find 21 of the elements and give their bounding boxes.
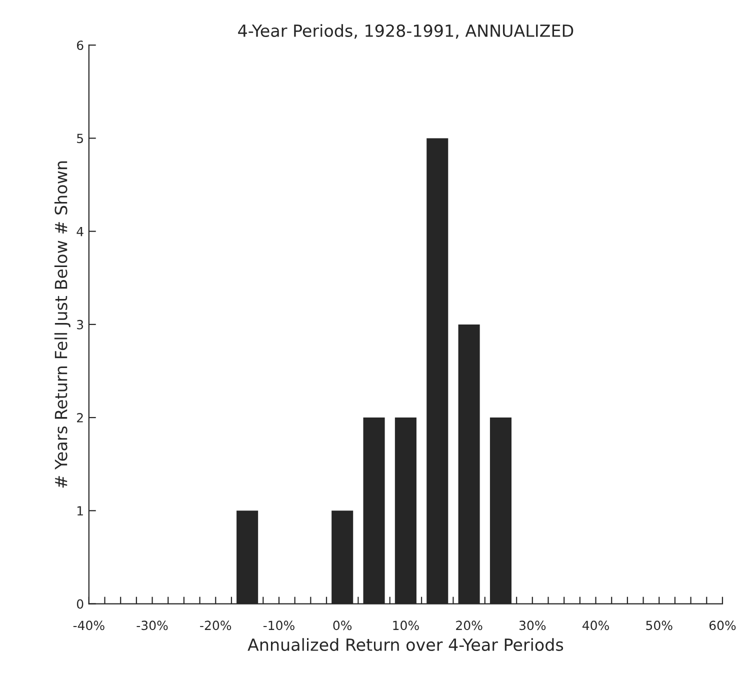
y-axis-title: # Years Return Fell Just Below # Shown [54,161,70,488]
x-tick-label: 30% [519,620,546,630]
chart-title: 4-Year Periods, 1928-1991, ANNUALIZED [238,24,574,39]
x-tick-label: 40% [582,620,609,630]
x-tick-label: -30% [136,620,168,630]
x-tick-label: -20% [200,620,232,630]
y-tick-label: 0 [76,599,84,609]
y-tick-label: 3 [77,320,84,330]
y-tick-label: 4 [76,226,84,236]
x-tick-label: 60% [709,620,736,630]
x-tick-label: 10% [393,620,419,630]
y-tick-label: 1 [77,506,83,516]
x-axis-title: Annualized Return over 4-Year Periods [248,638,564,651]
x-tick-label: 0% [333,620,352,630]
y-tick-label: 6 [76,40,84,50]
x-tick-label: -40% [73,620,104,630]
x-tick-label: -10% [263,620,294,630]
x-tick-label: 20% [456,620,482,630]
y-tick-label: 5 [77,134,83,144]
y-tick-label: 2 [77,413,83,422]
x-tick-label: 50% [646,620,672,630]
